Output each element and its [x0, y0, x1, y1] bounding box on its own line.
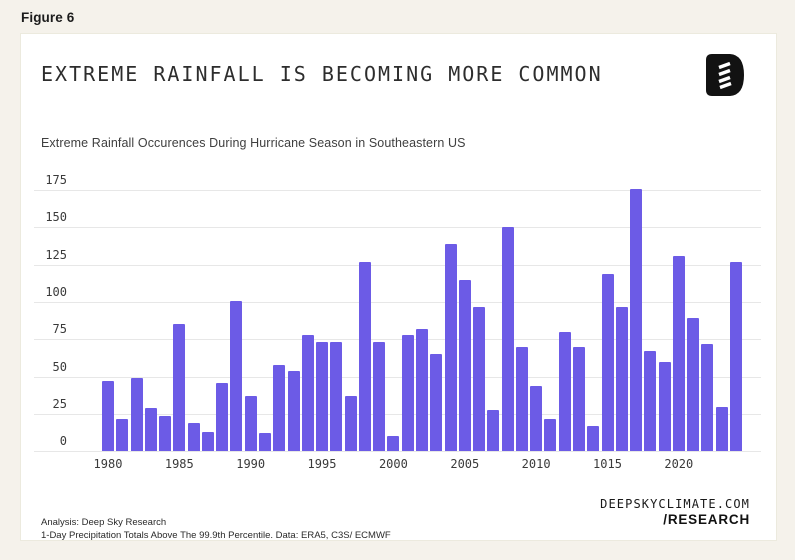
bar-2000 — [387, 436, 400, 452]
chart-card: EXTREME RAINFALL IS BECOMING MORE COMMON… — [20, 33, 777, 541]
bar-2015 — [601, 273, 614, 452]
bar-1992 — [273, 364, 286, 452]
bar-2002 — [415, 328, 428, 452]
bar-2024 — [729, 261, 742, 452]
gridline-100 — [34, 302, 761, 303]
x-tick-1990: 1990 — [236, 457, 266, 471]
x-tick-2010: 2010 — [521, 457, 551, 471]
bar-2021 — [687, 318, 700, 452]
analysis-note: Analysis: Deep Sky Research — [41, 517, 167, 528]
y-tick-75: 75 — [52, 322, 67, 337]
bar-1988 — [216, 382, 229, 452]
bar-2016 — [615, 306, 628, 452]
bar-1995 — [316, 342, 328, 452]
footer-branding: DEEPSKYCLIMATE.COM /RESEARCH — [600, 497, 750, 527]
bar-1997 — [344, 396, 357, 452]
bar-2022 — [701, 343, 714, 452]
bar-2012 — [558, 331, 571, 452]
bar-2003 — [430, 354, 443, 452]
bar-2011 — [544, 418, 557, 452]
y-tick-125: 125 — [45, 247, 67, 262]
bar-chart: 0 25 50 75 100 125 150 175 1980 1985 1990 1995 2000… — [21, 34, 778, 542]
bar-2020 — [672, 255, 685, 452]
bar-2014 — [587, 425, 600, 452]
gridline-0 — [34, 451, 761, 453]
bar-1985 — [173, 324, 186, 452]
bar-2005 — [458, 279, 471, 452]
bar-1986 — [187, 422, 200, 452]
x-tick-2005: 2005 — [450, 457, 480, 471]
x-tick-1985: 1985 — [164, 457, 194, 471]
gridline-125 — [34, 264, 761, 266]
bar-2004 — [444, 243, 457, 452]
bar-2008 — [501, 227, 514, 452]
website-url: DEEPSKYCLIMATE.COM — [600, 497, 750, 511]
bar-1990 — [244, 396, 257, 452]
bar-1982 — [130, 378, 143, 452]
bar-2009 — [515, 346, 528, 452]
deep-sky-logo-icon — [706, 54, 744, 96]
bar-2019 — [658, 361, 671, 452]
bar-2023 — [715, 406, 728, 452]
x-tick-1995: 1995 — [307, 457, 337, 471]
source-note: 1-Day Precipitation Totals Above The 99.… — [41, 530, 391, 541]
gridline-175 — [34, 190, 761, 191]
bar-1981 — [116, 418, 129, 452]
bar-2001 — [401, 334, 414, 452]
bar-1983 — [144, 408, 157, 452]
gridline-150 — [34, 227, 761, 229]
x-tick-1015: 1015 — [593, 457, 622, 471]
bar-1984 — [159, 415, 172, 452]
gridline-50 — [34, 376, 761, 378]
y-tick-175: 175 — [45, 173, 67, 187]
bar-1980 — [102, 381, 114, 452]
bar-2018 — [644, 351, 657, 452]
bar-1991 — [259, 433, 271, 452]
chart-subtitle: Extreme Rainfall Occurences During Hurri… — [41, 136, 466, 150]
y-tick-25: 25 — [52, 397, 67, 411]
research-tag: /RESEARCH — [663, 512, 750, 527]
bar-1994 — [301, 334, 314, 452]
bar-1993 — [287, 370, 300, 452]
bar-2006 — [473, 306, 485, 452]
gridline-75 — [34, 339, 761, 341]
gridline-25 — [34, 414, 761, 415]
bar-2007 — [487, 409, 500, 452]
bar-2013 — [572, 346, 585, 452]
bar-2010 — [530, 385, 543, 452]
bar-1999 — [373, 342, 386, 452]
bar-1987 — [201, 431, 214, 452]
bar-2017 — [630, 188, 642, 452]
bar-1996 — [330, 342, 343, 452]
bar-1989 — [230, 300, 243, 452]
y-tick-100: 100 — [45, 285, 67, 299]
y-tick-150: 150 — [45, 210, 67, 225]
figure-label: Figure 6 — [21, 10, 75, 25]
page-title: EXTREME RAINFALL IS BECOMING MORE COMMON — [41, 62, 603, 86]
x-tick-1980: 1980 — [93, 457, 123, 471]
y-tick-50: 50 — [52, 359, 67, 374]
footer-notes: Analysis: Deep Sky Research 1-Day Precip… — [41, 516, 391, 542]
y-tick-0: 0 — [59, 434, 67, 449]
bar-1998 — [358, 261, 371, 452]
x-tick-2020: 2020 — [664, 457, 694, 471]
x-tick-2000: 2000 — [378, 457, 408, 471]
